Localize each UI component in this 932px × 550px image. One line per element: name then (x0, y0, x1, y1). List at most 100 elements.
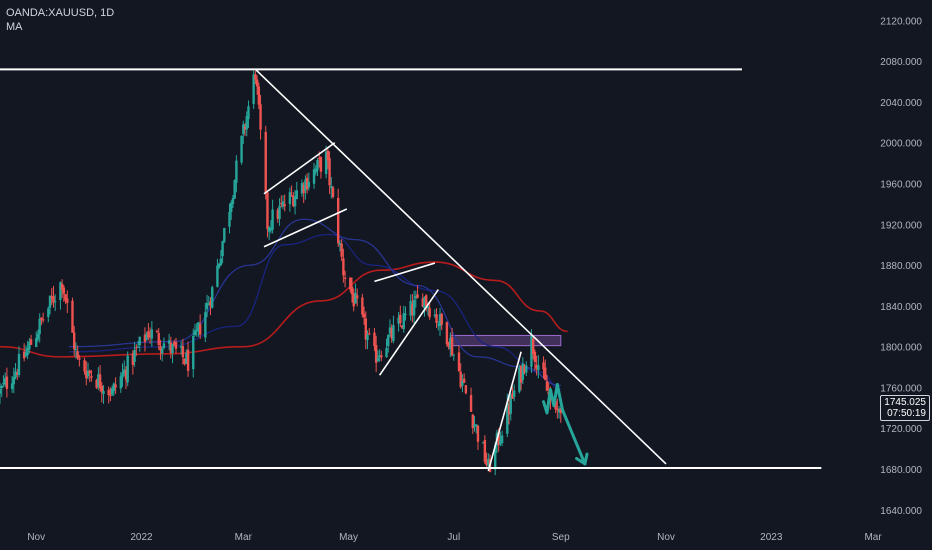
candle-body (66, 298, 69, 303)
price-tick-label: 1720.000 (880, 424, 922, 435)
candle-body (487, 458, 490, 466)
candle-body (88, 370, 91, 374)
trend-line[interactable] (378, 289, 439, 376)
candle-body (542, 362, 545, 370)
candle-body (174, 342, 178, 349)
candle-body (198, 324, 202, 335)
candle-body (10, 383, 14, 390)
candle-body (307, 181, 311, 188)
candle-body (404, 313, 407, 315)
candle-body (242, 124, 245, 135)
candle-body (124, 370, 128, 380)
price-tick-label: 2120.000 (880, 16, 922, 27)
candle-body (361, 297, 364, 315)
candle-body (29, 339, 33, 345)
candle-body (221, 241, 224, 257)
candle-body (121, 373, 124, 378)
candle-body (319, 157, 323, 172)
candle-body (457, 352, 461, 371)
trend-line[interactable] (254, 68, 667, 465)
candle-body (292, 195, 295, 207)
candle-body (421, 298, 424, 307)
candle-body (207, 303, 210, 305)
candle-body (3, 378, 7, 385)
candle-body (110, 388, 114, 395)
candle-body (316, 160, 319, 171)
candle-body (219, 258, 223, 266)
candle-body (438, 314, 442, 327)
candle-body (338, 243, 342, 246)
candle-body (531, 338, 535, 355)
candle-body (340, 243, 343, 257)
time-tick-label: May (339, 532, 358, 543)
candle-body (497, 432, 500, 446)
trend-line[interactable] (374, 262, 436, 283)
candle-body (349, 277, 352, 290)
candle-body (247, 106, 250, 120)
candle-body (240, 135, 243, 163)
candle-body (160, 349, 164, 354)
candle-body (483, 440, 487, 463)
candle-body (102, 391, 105, 394)
candle-body (107, 389, 110, 396)
candle-body (83, 360, 86, 372)
indicator-label[interactable]: MA (6, 21, 23, 33)
candle-body (185, 352, 188, 365)
candle-body (312, 169, 316, 184)
candle-body (374, 345, 378, 363)
forecast-arrow-layer[interactable] (542, 382, 589, 466)
candles-layer (0, 70, 562, 476)
moving-average-line-1 (0, 261, 568, 358)
drawings-layer[interactable] (0, 68, 822, 472)
forecast-arrowhead[interactable] (575, 452, 589, 466)
symbol-title[interactable]: OANDA:XAUUSD, 1D (6, 7, 115, 19)
resistance-zone-layer (449, 334, 562, 347)
candle-body (437, 324, 440, 326)
last-price-tag: 1745.025 07:50:19 (880, 394, 930, 421)
candle-body (2, 382, 5, 384)
candle-body (475, 424, 478, 427)
candle-body (41, 319, 45, 321)
candle-body (271, 209, 274, 230)
candle-body (392, 325, 395, 341)
candle-body (326, 150, 330, 161)
candle-body (494, 444, 497, 470)
trend-line[interactable] (263, 208, 348, 248)
candle-body (0, 385, 3, 389)
candle-body (159, 346, 162, 351)
price-axis-background (880, 0, 932, 550)
bar-countdown: 07:50:19 (887, 407, 926, 419)
trend-line[interactable] (487, 351, 522, 472)
candle-body (426, 306, 430, 309)
candle-body (283, 204, 286, 207)
candle-body (126, 355, 129, 383)
candle-body (355, 295, 359, 299)
candle-body (519, 365, 523, 383)
candle-body (530, 335, 533, 367)
time-axis[interactable]: Nov 2022 Mar May Jul Sep Nov 2023 Mar (0, 528, 932, 550)
price-axis[interactable]: 1640.000 1680.000 1720.000 1760.000 1800.000… (880, 0, 932, 550)
candle-body (525, 365, 528, 373)
candle-body (186, 349, 190, 371)
candle-body (509, 395, 512, 414)
candle-body (193, 330, 197, 336)
candle-body (435, 314, 438, 323)
time-tick-label: Sep (552, 532, 570, 543)
resistance-zone[interactable] (449, 334, 562, 347)
candle-body (211, 287, 214, 308)
candle-body (54, 301, 57, 303)
trend-line[interactable] (263, 142, 336, 195)
candle-body (147, 331, 150, 338)
candle-body (259, 104, 262, 130)
candle-body (38, 318, 41, 334)
time-tick-label: Jul (447, 532, 460, 543)
candle-body (554, 401, 557, 410)
candle-body (64, 294, 67, 301)
forecast-path[interactable] (542, 382, 587, 466)
candle-body (416, 294, 419, 299)
candle-body (26, 347, 29, 356)
candle-body (109, 394, 112, 396)
candle-body (150, 329, 154, 339)
candle-body (445, 322, 449, 345)
